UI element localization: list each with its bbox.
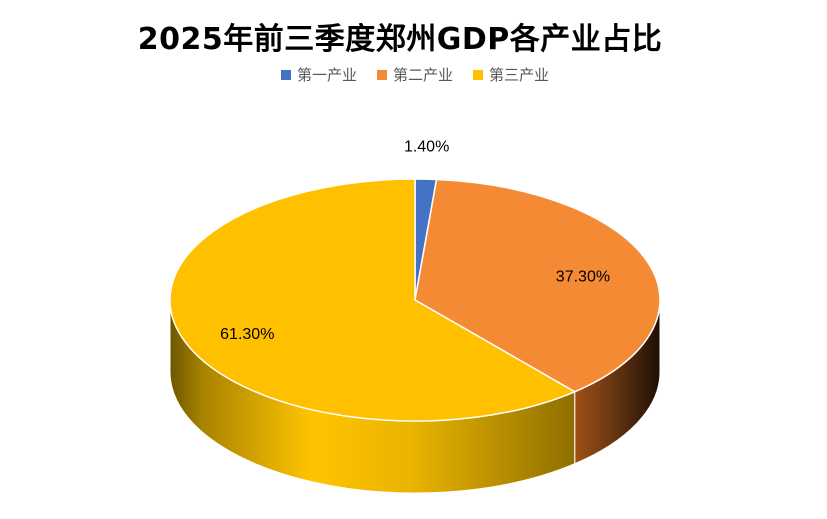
- data-label-primary: 1.40%: [404, 139, 449, 156]
- chart-title: 2025年前三季度郑州GDP各产业占比: [137, 22, 663, 57]
- legend-label-tertiary: 第三产业: [489, 66, 550, 84]
- legend-swatch-primary: [280, 69, 291, 80]
- pie-slice-tertiary: [169, 178, 576, 422]
- chart-legend: 第一产业 第二产业 第三产业: [0, 64, 827, 85]
- pie-data-labels: 1.40% 37.30% 61.30%: [220, 139, 610, 343]
- legend-item-primary: 第一产业: [280, 64, 357, 85]
- pie-slice-secondary: [414, 178, 661, 393]
- legend-swatch-tertiary: [473, 69, 483, 80]
- data-label-secondary: 37.30%: [556, 269, 610, 286]
- legend-swatch-secondary: [376, 69, 387, 80]
- legend-label-primary: 第一产业: [296, 66, 357, 84]
- legend-item-tertiary: 第三产业: [473, 64, 549, 85]
- legend-label-secondary: 第二产业: [392, 66, 453, 84]
- data-label-tertiary: 61.30%: [220, 326, 274, 343]
- legend-item-secondary: 第二产业: [376, 64, 453, 85]
- pie-slices: [169, 178, 661, 422]
